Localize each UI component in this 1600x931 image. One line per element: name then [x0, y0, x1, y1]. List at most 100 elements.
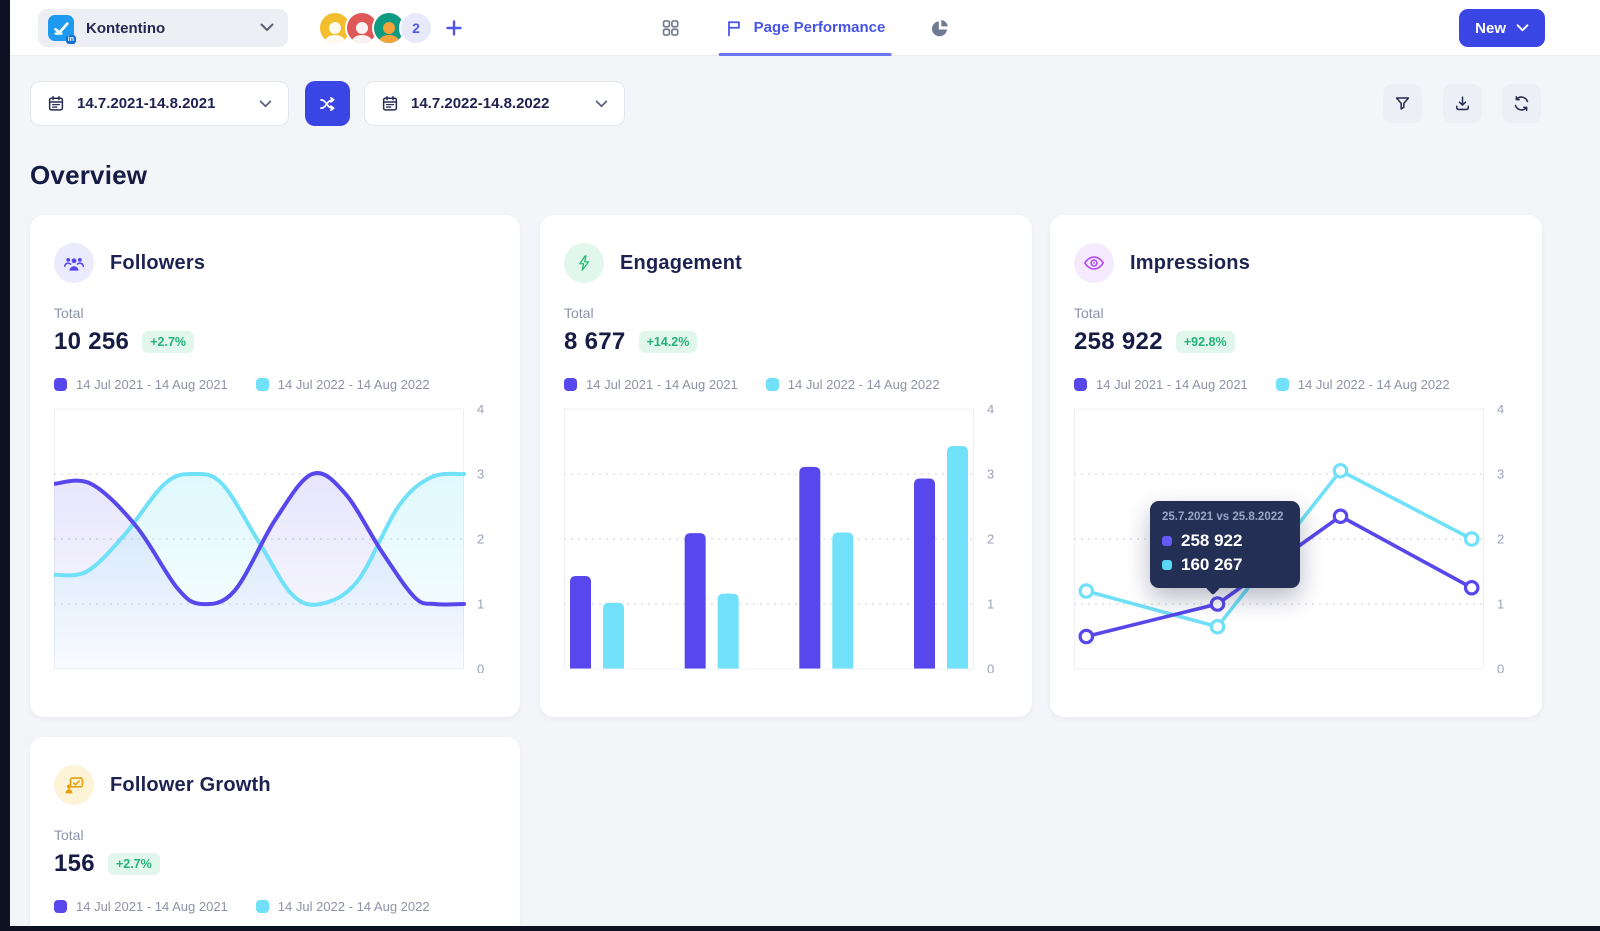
followers-chart-svg: 0 1 2 3 4 [52, 402, 484, 677]
tooltip-value-b: 160 267 [1181, 554, 1243, 574]
follower-growth-icon [54, 765, 94, 805]
pie-chart-icon[interactable] [925, 14, 953, 42]
legend-item-2021: 14 Jul 2021 - 14 Aug 2021 [1074, 377, 1248, 392]
impressions-chart[interactable]: 0 1 2 3 4 25.7.2021 vs 25.8.2022 258 922 160… [1074, 402, 1516, 677]
tab-label: Page Performance [753, 19, 886, 36]
series-a-marker [54, 378, 67, 391]
add-profile-button[interactable] [445, 19, 463, 37]
legend-item-2022: 14 Jul 2022 - 14 Aug 2022 [765, 377, 940, 392]
total-label: Total [564, 305, 594, 321]
screen-edge-left [0, 0, 10, 931]
avatar-overflow-count[interactable]: 2 [399, 11, 433, 45]
main-nav: Page Performance [657, 0, 954, 56]
workspace-name: Kontentino [86, 19, 166, 37]
legend-label: 14 Jul 2021 - 14 Aug 2021 [1096, 377, 1248, 392]
followers-card: Followers Total 10 256 +2.7% 14 Jul 2021… [30, 215, 520, 717]
change-badge: +14.2% [638, 331, 698, 353]
date-range-picker-b[interactable]: 14.7.2022-14.8.2022 [364, 81, 625, 126]
active-tab-underline [718, 52, 892, 56]
svg-text:0: 0 [1497, 662, 1504, 674]
download-button[interactable] [1443, 84, 1482, 123]
legend-label: 14 Jul 2021 - 14 Aug 2021 [586, 377, 738, 392]
avatar[interactable] [372, 11, 406, 45]
series-b-marker [1275, 378, 1289, 391]
total-row: 10 256 +2.7% [54, 328, 496, 356]
total-value: 258 922 [1074, 328, 1163, 355]
engagement-chart-svg: 0 1 2 3 4 [564, 402, 994, 677]
card-header: Follower Growth [54, 765, 496, 805]
series-b-marker [765, 378, 779, 391]
chart-legend: 14 Jul 2021 - 14 Aug 2021 14 Jul 2022 - … [564, 377, 1008, 392]
svg-text:0: 0 [987, 662, 994, 674]
engagement-chart[interactable]: 0 1 2 3 4 [564, 402, 1006, 677]
change-badge: +2.7% [142, 331, 195, 353]
impressions-card: Impressions Total 258 922 +92.8% 14 Jul … [1050, 215, 1542, 717]
kontentino-logo-icon: in [48, 15, 76, 44]
svg-text:4: 4 [1497, 405, 1504, 417]
change-badge: +92.8% [1175, 331, 1235, 353]
total-value: 156 [54, 850, 95, 877]
total-label: Total [1074, 305, 1104, 321]
filter-button[interactable] [1383, 84, 1422, 123]
total-row: 156 +2.7% [54, 850, 496, 878]
card-title: Followers [110, 251, 206, 274]
legend-item-2022: 14 Jul 2022 - 14 Aug 2022 [255, 899, 430, 914]
card-title: Engagement [620, 251, 743, 274]
series-b-marker [255, 378, 269, 391]
svg-text:2: 2 [477, 532, 484, 547]
chart-tooltip: 25.7.2021 vs 25.8.2022 258 922 160 267 [1150, 501, 1300, 595]
engagement-icon [564, 243, 604, 283]
series-a-marker [1162, 535, 1172, 546]
series-a-marker [1074, 378, 1087, 391]
tooltip-row-2022: 160 267 [1162, 553, 1284, 577]
calendar-icon [382, 95, 398, 111]
total-row: 8 677 +14.2% [564, 328, 1008, 356]
card-header: Impressions [1074, 243, 1518, 283]
card-title: Follower Growth [110, 773, 271, 796]
legend-label: 14 Jul 2022 - 14 Aug 2022 [1297, 377, 1450, 392]
new-button-label: New [1475, 19, 1506, 37]
total-label: Total [54, 305, 84, 321]
card-header: Engagement [564, 243, 1008, 283]
new-button[interactable]: New [1459, 9, 1545, 47]
series-a-marker [564, 378, 577, 391]
total-value: 8 677 [564, 328, 626, 355]
svg-text:2: 2 [987, 532, 994, 547]
chart-legend: 14 Jul 2021 - 14 Aug 2021 14 Jul 2022 - … [54, 377, 496, 392]
series-a-marker [54, 900, 67, 913]
svg-text:3: 3 [987, 467, 994, 482]
refresh-button[interactable] [1502, 84, 1541, 123]
tooltip-title: 25.7.2021 vs 25.8.2022 [1162, 511, 1284, 523]
linkedin-badge-icon: in [65, 35, 76, 44]
page-title: Overview [30, 160, 148, 190]
legend-item-2021: 14 Jul 2021 - 14 Aug 2021 [54, 377, 228, 392]
plus-icon [446, 20, 462, 36]
tab-page-performance[interactable]: Page Performance [718, 0, 892, 56]
chart-legend: 14 Jul 2021 - 14 Aug 2021 14 Jul 2022 - … [1074, 377, 1518, 392]
date-range-picker-a[interactable]: 14.7.2021-14.8.2021 [30, 81, 289, 126]
impressions-icon [1074, 243, 1114, 283]
chevron-down-icon [595, 95, 608, 112]
profile-avatars: 2 [318, 11, 463, 45]
chevron-down-icon [260, 19, 274, 37]
legend-label: 14 Jul 2021 - 14 Aug 2021 [76, 899, 228, 914]
tooltip-value-a: 258 922 [1181, 531, 1243, 550]
screen-edge-bottom [0, 926, 1600, 931]
legend-label: 14 Jul 2022 - 14 Aug 2022 [277, 377, 430, 392]
legend-item-2021: 14 Jul 2021 - 14 Aug 2021 [54, 899, 228, 914]
chevron-down-icon [259, 95, 272, 112]
svg-text:1: 1 [1497, 597, 1504, 612]
compare-ranges-button[interactable] [305, 81, 350, 126]
legend-item-2021: 14 Jul 2021 - 14 Aug 2021 [564, 377, 738, 392]
date-range-b-value: 14.7.2022-14.8.2022 [411, 95, 550, 112]
card-title: Impressions [1130, 251, 1251, 274]
dashboard-grid-icon[interactable] [657, 14, 685, 42]
workspace-selector[interactable]: in Kontentino [38, 9, 288, 47]
date-range-a-value: 14.7.2021-14.8.2021 [77, 95, 216, 112]
chevron-down-icon [1516, 24, 1529, 32]
svg-text:0: 0 [477, 662, 484, 674]
follower-growth-card: Follower Growth Total 156 +2.7% 14 Jul 2… [30, 737, 520, 931]
followers-chart[interactable]: 0 1 2 3 4 [52, 402, 496, 677]
legend-item-2022: 14 Jul 2022 - 14 Aug 2022 [255, 377, 430, 392]
